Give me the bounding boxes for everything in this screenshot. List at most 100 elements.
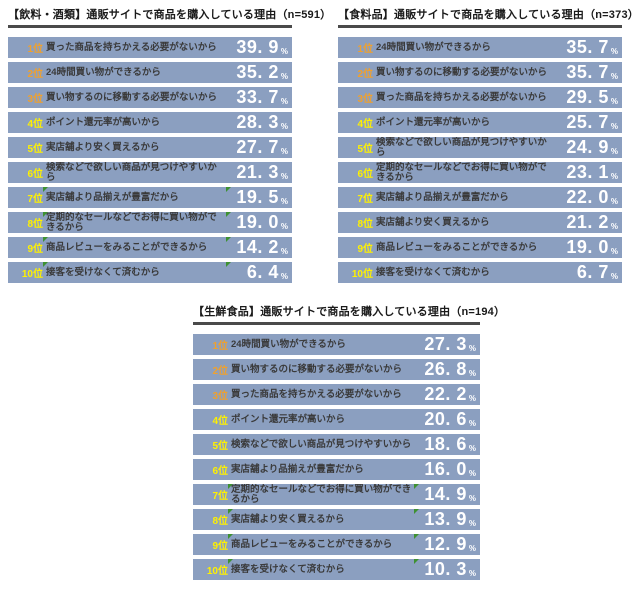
reason-label: 検索などで欲しい商品が見つけやすいから <box>46 162 217 183</box>
reason-label: 買い物するのに移動する必要がないから <box>376 66 548 78</box>
percent-sign: % <box>468 544 476 553</box>
value-cell: 18. 6 % <box>414 434 480 455</box>
ranking-row: 8位 実店舗より安く買えるから 21. 2 % <box>338 212 622 233</box>
percent-sign: % <box>468 519 476 528</box>
reason-cell: 24時間買い物ができるから <box>373 37 556 58</box>
comment-flag-icon <box>43 187 48 192</box>
percent-value: 39. 9 <box>236 37 279 57</box>
percent-sign: % <box>280 47 288 56</box>
reason-label: 検索などで欲しい商品が見つけやすいから <box>376 137 547 158</box>
rank-badge: 3位 <box>357 94 373 105</box>
reason-label: 買った商品を持ちかえる必要がないから <box>231 388 402 400</box>
reason-cell: 接客を受けなくて済むから <box>43 262 226 283</box>
comment-flag-icon <box>414 559 419 564</box>
value-cell: 19. 0 % <box>556 237 622 258</box>
percent-value: 10. 3 <box>424 559 467 579</box>
value-cell: 35. 7 % <box>556 37 622 58</box>
rank-badge: 5位 <box>357 144 373 155</box>
comment-flag-icon <box>228 534 233 539</box>
comment-flag-icon <box>414 534 419 539</box>
ranking-row: 1位 24時間買い物ができるから 27. 3 % <box>193 334 480 355</box>
reason-cell: 買った商品を持ちかえる必要がないから <box>43 37 226 58</box>
reason-label: 実店舗より安く買えるから <box>376 216 490 228</box>
reason-label: 商品レビューをみることができるから <box>46 241 208 253</box>
percent-sign: % <box>280 197 288 206</box>
ranking-row: 6位 検索などで欲しい商品が見つけやすいから 21. 3 % <box>8 162 292 183</box>
rank-badge: 5位 <box>27 144 43 155</box>
reason-cell: 買った商品を持ちかえる必要がないから <box>228 384 414 405</box>
percent-value: 21. 3 <box>236 162 279 182</box>
value-cell: 24. 9 % <box>556 137 622 158</box>
reason-cell: 検索などで欲しい商品が見つけやすいから <box>373 137 556 158</box>
value-cell: 20. 6 % <box>414 409 480 430</box>
percent-sign: % <box>468 469 476 478</box>
reason-cell: 買い物するのに移動する必要がないから <box>43 87 226 108</box>
value-cell: 22. 0 % <box>556 187 622 208</box>
percent-value: 16. 0 <box>424 459 467 479</box>
value-cell: 23. 1 % <box>556 162 622 183</box>
percent-value: 14. 2 <box>236 237 279 257</box>
percent-value: 19. 0 <box>566 237 609 257</box>
reason-label: 24時間買い物ができるから <box>376 41 491 53</box>
rank-badge: 1位 <box>212 341 228 352</box>
reason-cell: 実店舗より品揃えが豊富だから <box>228 459 414 480</box>
percent-sign: % <box>610 122 618 131</box>
reason-cell: 定期的なセールなどでお得に買い物ができるから <box>373 162 556 183</box>
reason-cell: ポイント還元率が高いから <box>43 112 226 133</box>
percent-value: 22. 0 <box>566 187 609 207</box>
percent-value: 28. 3 <box>236 112 279 132</box>
value-cell: 39. 9 % <box>226 37 292 58</box>
reason-label: ポイント還元率が高いから <box>231 413 346 425</box>
rank-badge: 1位 <box>27 44 43 55</box>
percent-value: 26. 8 <box>424 359 467 379</box>
reason-cell: 商品レビューをみることができるから <box>373 237 556 258</box>
reason-cell: 接客を受けなくて済むから <box>228 559 414 580</box>
percent-value: 19. 5 <box>236 187 279 207</box>
ranking-row: 3位 買った商品を持ちかえる必要がないから 22. 2 % <box>193 384 480 405</box>
value-cell: 29. 5 % <box>556 87 622 108</box>
reason-cell: ポイント還元率が高いから <box>373 112 556 133</box>
ranking-row: 6位 実店舗より品揃えが豊富だから 16. 0 % <box>193 459 480 480</box>
reason-cell: ポイント還元率が高いから <box>228 409 414 430</box>
percent-value: 19. 0 <box>236 212 279 232</box>
reason-cell: 検索などで欲しい商品が見つけやすいから <box>228 434 414 455</box>
reason-cell: 24時間買い物ができるから <box>43 62 226 83</box>
reason-cell: 検索などで欲しい商品が見つけやすいから <box>43 162 226 183</box>
rank-badge: 6位 <box>357 169 373 180</box>
value-cell: 12. 9 % <box>414 534 480 555</box>
percent-value: 27. 3 <box>424 334 467 354</box>
percent-value: 22. 2 <box>424 384 467 404</box>
percent-sign: % <box>610 197 618 206</box>
reason-label: 買った商品を持ちかえる必要がないから <box>376 91 547 103</box>
value-cell: 6. 7 % <box>556 262 622 283</box>
percent-value: 33. 7 <box>236 87 279 107</box>
reason-label: 商品レビューをみることができるから <box>231 538 393 550</box>
value-cell: 14. 9 % <box>414 484 480 505</box>
percent-sign: % <box>468 344 476 353</box>
percent-sign: % <box>468 419 476 428</box>
comment-flag-icon <box>226 262 231 267</box>
value-cell: 35. 2 % <box>226 62 292 83</box>
rank-badge: 3位 <box>27 94 43 105</box>
percent-sign: % <box>280 272 288 281</box>
comment-flag-icon <box>228 559 233 564</box>
ranking-row: 10位 接客を受けなくて済むから 6. 4 % <box>8 262 292 283</box>
reason-label: 実店舗より安く買えるから <box>231 513 345 525</box>
rank-badge: 1位 <box>357 44 373 55</box>
percent-value: 35. 2 <box>236 62 279 82</box>
rank-badge: 6位 <box>27 169 43 180</box>
rank-badge: 3位 <box>212 391 228 402</box>
percent-sign: % <box>610 247 618 256</box>
percent-sign: % <box>280 72 288 81</box>
ranking-row: 4位 ポイント還元率が高いから 28. 3 % <box>8 112 292 133</box>
reason-label: 買い物するのに移動する必要がないから <box>231 363 403 375</box>
ranking-row: 5位 検索などで欲しい商品が見つけやすいから 24. 9 % <box>338 137 622 158</box>
percent-sign: % <box>610 97 618 106</box>
comment-flag-icon <box>43 262 48 267</box>
ranking-row: 4位 ポイント還元率が高いから 25. 7 % <box>338 112 622 133</box>
reason-cell: 定期的なセールなどでお得に買い物ができるから <box>43 212 226 233</box>
rank-badge: 7位 <box>212 491 228 502</box>
rank-badge: 5位 <box>212 441 228 452</box>
reason-label: 実店舗より品揃えが豊富だから <box>376 191 509 203</box>
percent-value: 6. 4 <box>246 262 279 282</box>
